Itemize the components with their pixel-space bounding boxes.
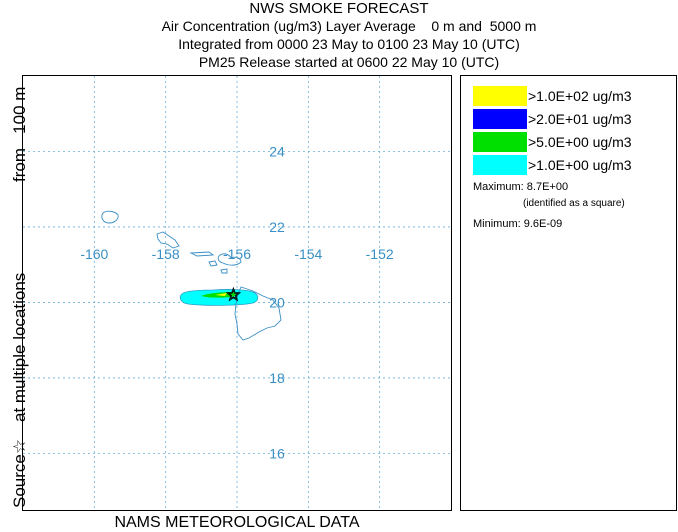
legend-identified: (identified as a square) — [523, 198, 625, 209]
latitude-label: 16 — [269, 445, 285, 461]
island-hawaii — [234, 286, 282, 341]
longitude-label: -156 — [223, 246, 251, 262]
island-maui — [217, 253, 242, 266]
legend-maximum: Maximum: 8.7E+00 — [473, 181, 569, 193]
map-title: NWS SMOKE FORECAST — [249, 0, 429, 17]
longitude-label: -160 — [80, 246, 108, 262]
legend-item: >2.0E+01 ug/m3 — [473, 109, 673, 131]
map-canvas: -160 -158 -156 -154 -152 24 22 20 18 16 — [23, 76, 451, 510]
island-oahu — [156, 231, 180, 249]
subtitle-integration: Integrated from 0000 23 May to 0100 23 M… — [178, 36, 520, 52]
latitude-label: 22 — [269, 219, 285, 235]
latitude-label: 24 — [269, 143, 285, 159]
legend-item: >1.0E+00 ug/m3 — [473, 155, 673, 177]
island-molokai — [189, 251, 215, 257]
subtitle-concentration: Air Concentration (ug/m3) Layer Average … — [161, 18, 537, 34]
legend-item: >1.0E+02 ug/m3 — [473, 86, 673, 108]
legend-panel: >1.0E+02 ug/m3 >2.0E+01 ug/m3 >5.0E+00 ug/… — [460, 75, 677, 511]
subtitle-release: PM25 Release started at 0600 22 May 10 (… — [198, 54, 500, 70]
legend-label: >2.0E+01 ug/m3 — [528, 111, 632, 127]
legend-swatch — [473, 109, 527, 129]
source-star-icon — [225, 286, 242, 302]
smoke-plume — [179, 289, 259, 306]
latitude-label: 20 — [269, 294, 285, 310]
legend-label: >5.0E+00 ug/m3 — [528, 134, 632, 150]
legend-label: >1.0E+00 ug/m3 — [528, 157, 632, 173]
plume-yellow-core — [215, 293, 227, 296]
longitude-label: -154 — [294, 246, 322, 262]
longitude-label: -158 — [152, 246, 180, 262]
island-kahoolawe — [220, 268, 228, 274]
legend-swatch — [473, 132, 527, 152]
legend-item: >5.0E+00 ug/m3 — [473, 132, 673, 154]
latitude-label: 18 — [269, 370, 285, 386]
legend-label: >1.0E+02 ug/m3 — [528, 88, 632, 104]
map-frame: -160 -158 -156 -154 -152 24 22 20 18 16 — [22, 75, 452, 511]
legend-swatch — [473, 86, 527, 106]
island-lanai — [208, 260, 218, 267]
side-label: from 100 m at multiple locations Source☆ — [0, 0, 29, 532]
footer-meteorological-data: NAMS METEOROLOGICAL DATA — [114, 514, 360, 531]
island-kauai — [101, 210, 119, 224]
legend-minimum: Minimum: 9.6E-09 — [473, 218, 563, 230]
legend-swatch — [473, 155, 527, 175]
longitude-label: -152 — [366, 246, 394, 262]
